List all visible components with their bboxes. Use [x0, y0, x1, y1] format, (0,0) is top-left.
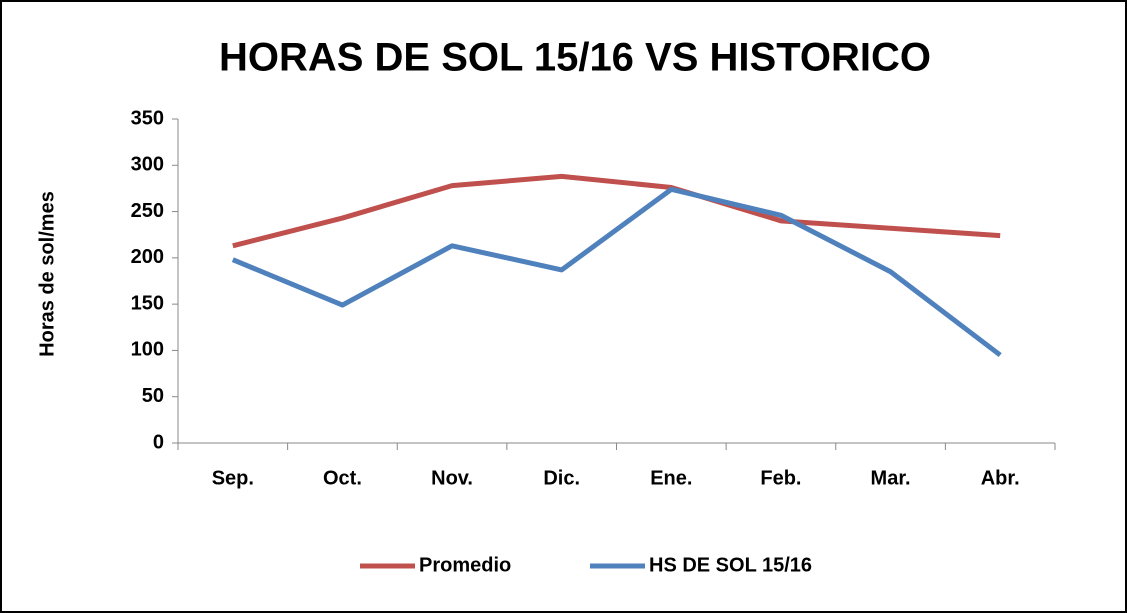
legend-label: Promedio [419, 554, 511, 576]
line-series [232, 173, 1001, 249]
x-tick-label: Ene. [650, 467, 692, 489]
y-tick-label: 350 [131, 107, 164, 129]
x-tick-label: Feb. [760, 467, 801, 489]
x-tick-label: Dic. [543, 467, 580, 489]
x-tick-label: Oct. [323, 467, 362, 489]
y-tick-label: 50 [142, 385, 164, 407]
legend-label: HS DE SOL 15/16 [649, 554, 812, 576]
line-series [231, 186, 1002, 358]
x-tick-label: Nov. [431, 467, 473, 489]
y-tick-label: 150 [131, 292, 164, 314]
y-tick-label: 200 [131, 246, 164, 268]
x-tick-label: Abr. [981, 467, 1020, 489]
chart-title: HORAS DE SOL 15/16 VS HISTORICO [219, 36, 931, 80]
y-tick-label: 300 [131, 154, 164, 176]
y-axis-label: Horas de sol/mes [36, 191, 58, 357]
x-tick-label: Sep. [212, 467, 254, 489]
y-tick-label: 250 [131, 200, 164, 222]
x-tick-label: Mar. [871, 467, 911, 489]
y-tick-label: 100 [131, 339, 164, 361]
y-tick-label: 0 [153, 431, 164, 453]
